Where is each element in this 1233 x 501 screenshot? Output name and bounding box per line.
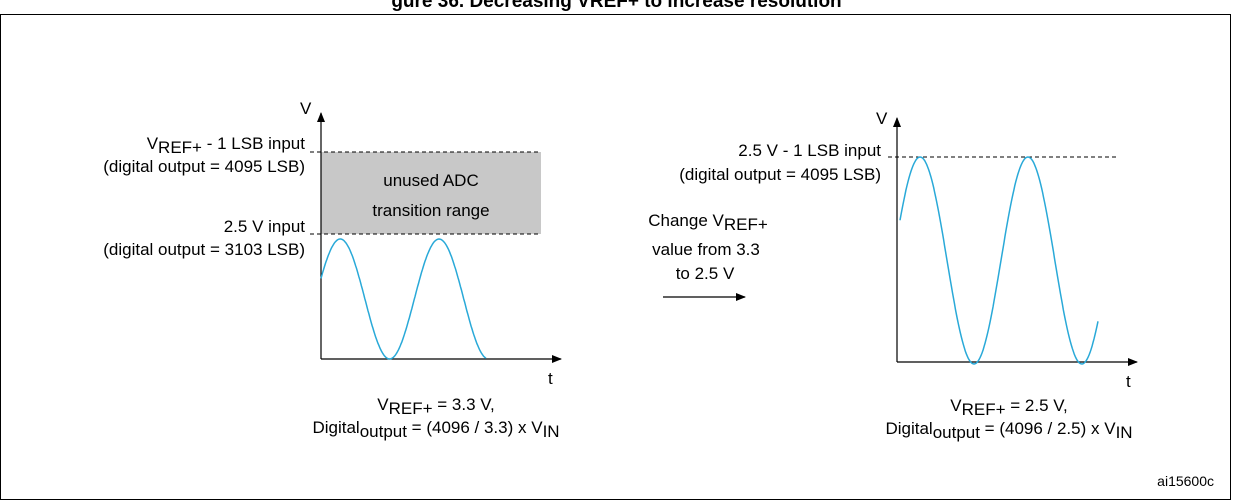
- left-top-level-output: (digital output = 4095 LSB): [103, 157, 305, 176]
- arrow-label-line2: value from 3.3: [652, 240, 760, 259]
- right-waveform: [899, 156, 1099, 365]
- left-y-axis-label: V: [300, 99, 312, 118]
- figure-frame: [0, 14, 1231, 500]
- right-top-level-output: (digital output = 4095 LSB): [679, 165, 881, 184]
- unused-range-label-line2: transition range: [372, 201, 489, 220]
- right-top-level-label: 2.5 V - 1 LSB input: [738, 141, 881, 160]
- arrow-label-line3: to 2.5 V: [676, 264, 735, 283]
- unused-range-box: [321, 152, 541, 234]
- left-mid-level-label: 2.5 V input: [224, 217, 306, 236]
- left-waveform: [320, 238, 487, 360]
- right-x-axis-label: t: [1126, 372, 1131, 391]
- left-mid-level-output: (digital output = 3103 LSB): [103, 240, 305, 259]
- left-x-axis-label: t: [548, 369, 553, 388]
- right-caption-formula: Digitaloutput = (4096 / 2.5) x VIN: [885, 419, 1132, 442]
- figure-id: ai15600c: [1157, 473, 1214, 489]
- figure-title: gure 36. Decreasing VREF+ to increase re…: [391, 0, 842, 12]
- arrow-label-line1: Change VREF+: [648, 211, 768, 234]
- left-top-level-label: VREF+ - 1 LSB input: [147, 134, 306, 157]
- right-caption-vref: VREF+ = 2.5 V,: [950, 396, 1068, 419]
- right-y-axis-label: V: [876, 109, 888, 128]
- left-caption-vref: VREF+ = 3.3 V,: [377, 395, 495, 418]
- unused-range-label-line1: unused ADC: [383, 171, 478, 190]
- left-caption-formula: Digitaloutput = (4096 / 3.3) x VIN: [312, 418, 559, 441]
